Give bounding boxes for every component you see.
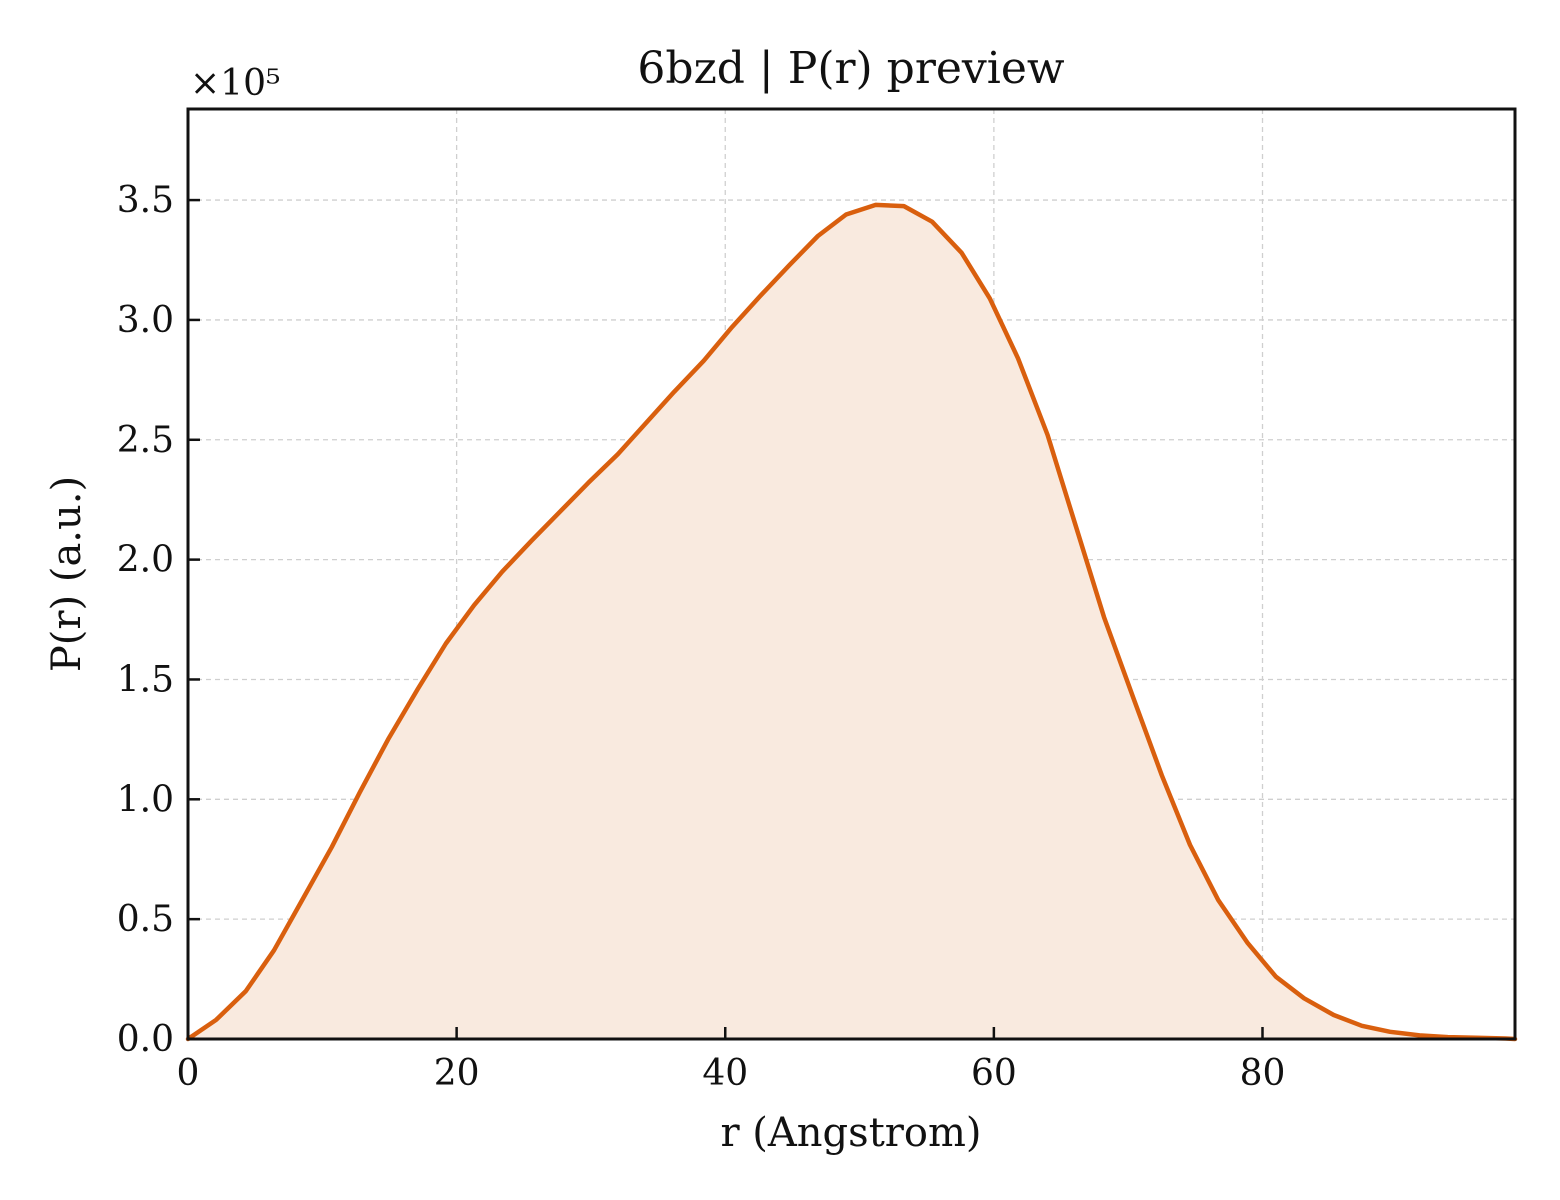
data-point xyxy=(816,234,820,238)
data-point xyxy=(530,538,534,542)
chart-title: 6bzd | P(r) preview xyxy=(637,43,1064,94)
data-point xyxy=(1388,1030,1392,1034)
y-tick-label: 1.5 xyxy=(117,659,174,700)
data-point xyxy=(672,390,676,394)
data-point xyxy=(1360,1024,1364,1028)
data-point xyxy=(616,452,620,456)
data-point xyxy=(1216,898,1220,902)
data-point xyxy=(960,251,964,255)
y-axis-label: P(r) (a.u.) xyxy=(44,476,90,672)
data-point xyxy=(902,204,906,208)
data-point xyxy=(730,325,734,329)
data-point xyxy=(1102,615,1106,619)
x-axis-label: r (Angstrom) xyxy=(720,1110,981,1156)
data-point xyxy=(1046,433,1050,437)
x-tick-label: 60 xyxy=(971,1053,1017,1094)
data-point xyxy=(1188,843,1192,847)
y-tick-label: 1.0 xyxy=(117,779,174,820)
y-tick-label: 2.5 xyxy=(117,420,174,461)
data-point xyxy=(1016,356,1020,360)
data-point xyxy=(788,263,792,267)
data-point xyxy=(930,220,934,224)
data-point xyxy=(644,421,648,425)
series-line xyxy=(185,202,1518,1042)
data-point xyxy=(330,845,334,849)
plot-frame xyxy=(186,107,1517,1041)
y-tick-label: 0.5 xyxy=(117,899,174,940)
data-point xyxy=(358,790,362,794)
ticks: 0 20 40 60 80 0.0 0.5 1.0 1.5 2.0 2.5 3.0 3.5 xyxy=(117,180,1286,1094)
data-point xyxy=(758,294,762,298)
data-point xyxy=(1418,1033,1422,1037)
data-point xyxy=(300,898,304,902)
data-point xyxy=(844,212,848,216)
x-tick-label: 40 xyxy=(702,1053,748,1094)
y-scale-label: ×10⁵ xyxy=(190,63,280,104)
data-point xyxy=(244,989,248,993)
data-point xyxy=(586,481,590,485)
data-point xyxy=(1074,524,1078,528)
data-point xyxy=(988,296,992,300)
data-point xyxy=(1332,1013,1336,1017)
y-tick-label: 3.0 xyxy=(117,300,174,341)
y-tick-label: 3.5 xyxy=(117,180,174,221)
x-tick-label: 0 xyxy=(177,1053,200,1094)
data-point xyxy=(1132,697,1136,701)
data-point xyxy=(702,359,706,363)
data-point xyxy=(558,510,562,514)
y-tick-label: 0.0 xyxy=(117,1019,174,1060)
data-point xyxy=(1246,941,1250,945)
data-point xyxy=(214,1018,218,1022)
data-point xyxy=(472,603,476,607)
data-point xyxy=(874,203,878,207)
x-tick-label: 20 xyxy=(434,1053,480,1094)
data-point xyxy=(416,687,420,691)
data-point xyxy=(1274,975,1278,979)
data-point xyxy=(1302,996,1306,1000)
x-tick-label: 80 xyxy=(1240,1053,1286,1094)
data-point xyxy=(386,737,390,741)
data-point xyxy=(500,570,504,574)
data-point xyxy=(272,948,276,952)
data-point xyxy=(444,642,448,646)
y-tick-label: 2.0 xyxy=(117,540,174,581)
data-point xyxy=(1160,773,1164,777)
